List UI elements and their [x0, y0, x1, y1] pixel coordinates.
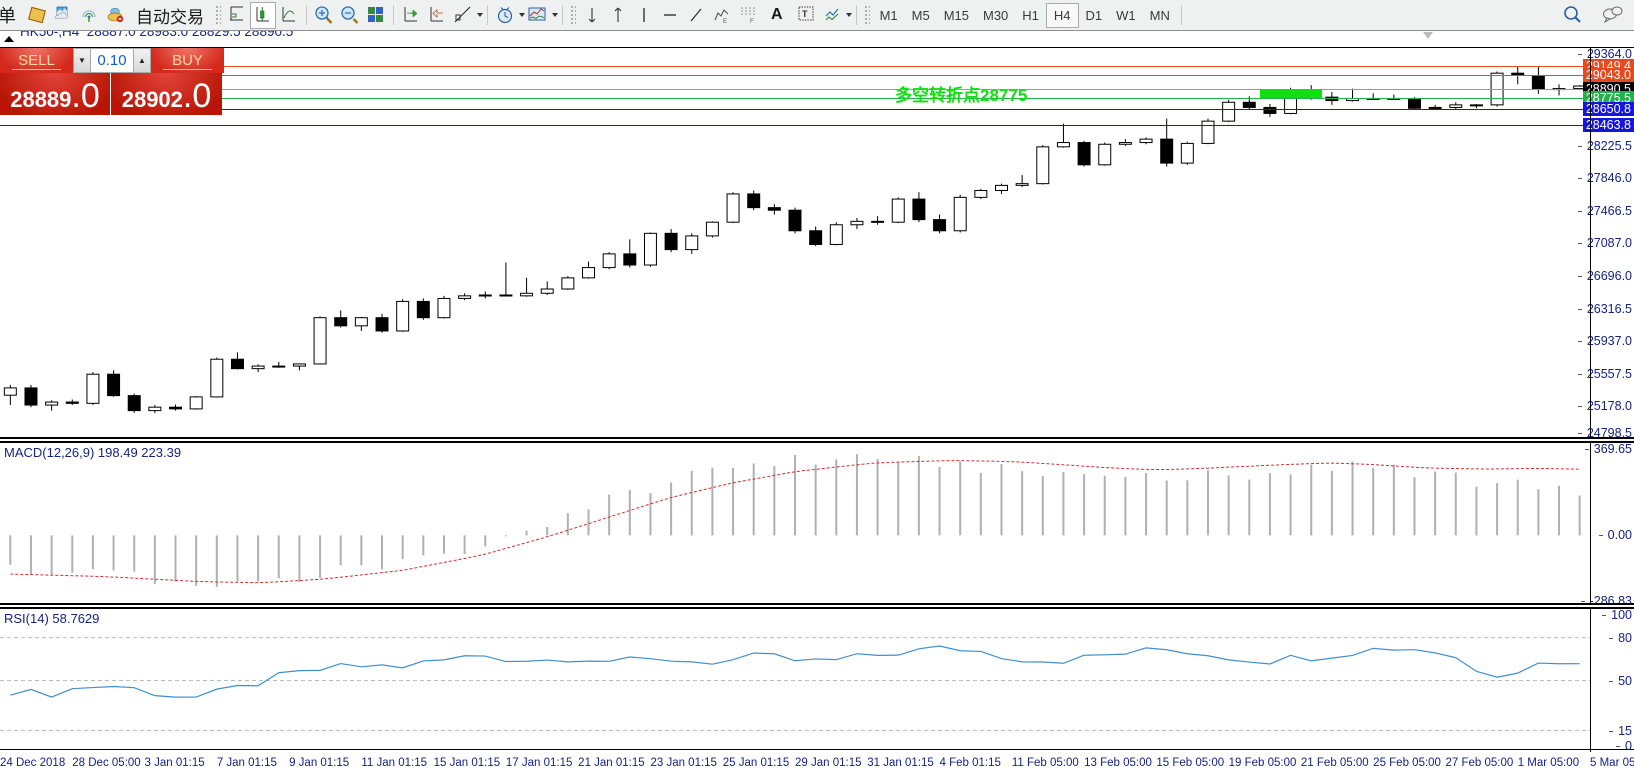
- svg-text:F: F: [750, 19, 754, 25]
- svg-text:E: E: [723, 19, 727, 25]
- svg-text:T: T: [802, 9, 808, 19]
